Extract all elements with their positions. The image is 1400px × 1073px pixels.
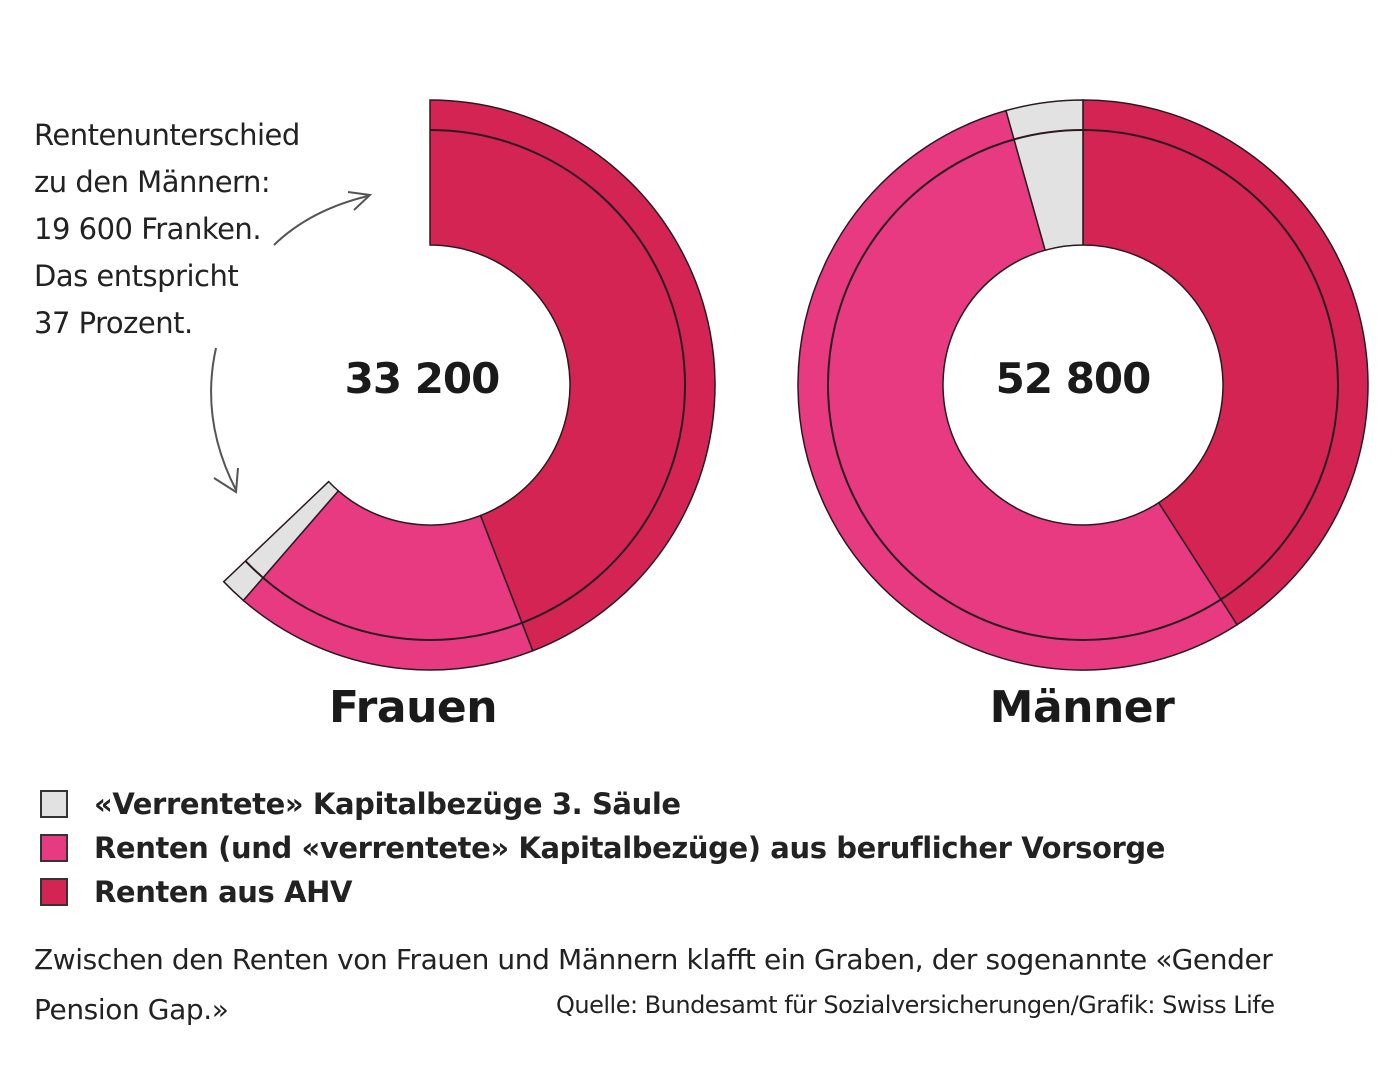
depth-line (244, 129, 686, 641)
frauen-donut (222, 99, 716, 671)
segment-saeule3 (222, 480, 340, 602)
annotation-line: zu den Männern: (34, 165, 271, 199)
annotation-arrows (210, 191, 373, 494)
segment-ahv (429, 99, 716, 652)
annotation-line: 19 600 Franken. (34, 212, 262, 246)
legend-swatch-saeule3 (40, 790, 68, 818)
segment-bvg (242, 489, 534, 671)
caption: Zwischen den Renten von Frauen und Männe… (34, 935, 1354, 1035)
donut-charts (210, 99, 1369, 671)
annotation-line: 37 Prozent. (34, 306, 193, 340)
maenner-total: 52 800 (995, 354, 1152, 403)
legend: «Verrentete» Kapitalbezüge 3. Säule Rent… (40, 782, 1165, 914)
caption-line-2: Pension Gap.» (34, 993, 229, 1026)
depth-line (827, 129, 1339, 641)
source-credit: Quelle: Bundesamt für Sozialversicherung… (556, 991, 1275, 1019)
annotation-line: Das entspricht (34, 259, 239, 293)
arrow-right-head (347, 191, 373, 211)
gap-annotation: Rentenunterschied zu den Männern: 19 600… (34, 112, 300, 347)
legend-label: Renten aus AHV (94, 875, 353, 909)
legend-item-ahv: Renten aus AHV (40, 870, 1165, 914)
maenner-label: Männer (989, 682, 1175, 733)
arrow-down-curve (210, 347, 237, 491)
arrow-down-head (213, 467, 239, 494)
legend-label: Renten (und «verrentete» Kapitalbezüge) … (94, 831, 1166, 865)
segment-bvg (797, 109, 1239, 671)
frauen-total: 33 200 (344, 354, 501, 403)
arrow-right-curve (273, 195, 369, 246)
segment-ahv (1082, 99, 1369, 626)
caption-line-1: Zwischen den Renten von Frauen und Männe… (34, 943, 1273, 976)
segment-saeule3 (1005, 99, 1084, 252)
annotation-line: Rentenunterschied (34, 118, 300, 152)
legend-item-bvg: Renten (und «verrentete» Kapitalbezüge) … (40, 826, 1165, 870)
maenner-donut (797, 99, 1369, 671)
legend-swatch-bvg (40, 834, 68, 862)
legend-label: «Verrentete» Kapitalbezüge 3. Säule (94, 787, 681, 821)
legend-item-saeule3: «Verrentete» Kapitalbezüge 3. Säule (40, 782, 1165, 826)
legend-swatch-ahv (40, 878, 68, 906)
frauen-label: Frauen (328, 682, 498, 733)
